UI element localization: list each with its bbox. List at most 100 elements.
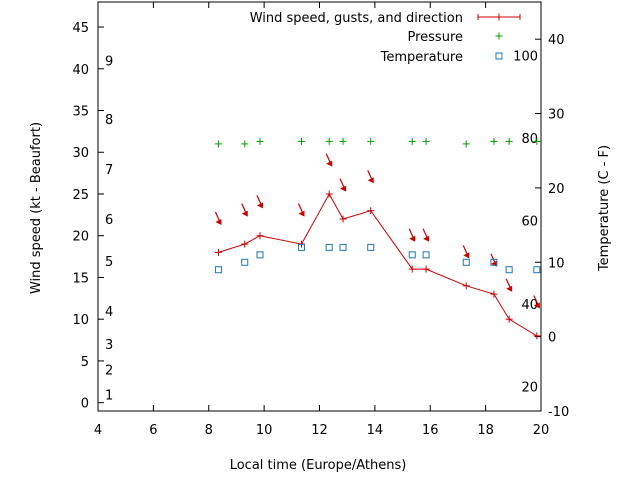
wind-direction-arrow xyxy=(256,195,263,209)
fahrenheit-labels: 20 40 60 80 100 xyxy=(513,50,538,396)
temperature-point xyxy=(325,243,333,251)
arrow-head xyxy=(326,160,333,167)
series-1 xyxy=(214,137,541,148)
y-tick-label: 15 xyxy=(72,271,89,286)
wind-speed-point xyxy=(339,215,347,223)
temperature-point xyxy=(241,258,249,266)
y-axis-ticks: 0 5 10 15 20 25 30 35 40 45 xyxy=(72,21,104,412)
series-2 xyxy=(214,243,541,274)
series-0 xyxy=(214,153,541,340)
wind-speed-point xyxy=(462,282,470,290)
temperature-point xyxy=(422,251,430,259)
y-axis-label: Wind speed (kt - Beaufort) xyxy=(29,122,44,294)
beaufort-label: 5 xyxy=(105,255,113,270)
wind-speed-point xyxy=(256,232,264,240)
y2-tick-label: -10 xyxy=(548,405,569,420)
y-tick-label: 35 xyxy=(72,105,89,120)
arrow-head xyxy=(409,235,416,242)
beaufort-label: 6 xyxy=(105,213,113,228)
temperature-point xyxy=(505,266,513,274)
fahrenheit-label: 60 xyxy=(521,215,538,230)
fahrenheit-label: 20 xyxy=(521,380,538,395)
legend-marker xyxy=(495,52,503,60)
wind-direction-arrow xyxy=(422,228,430,242)
y-tick-label: 40 xyxy=(72,63,89,78)
wind-speed-line xyxy=(218,192,538,337)
arrow-head xyxy=(506,285,513,292)
pressure-point xyxy=(367,137,375,145)
beaufort-label: 3 xyxy=(105,338,113,353)
legend-label: Wind speed, gusts, and direction xyxy=(250,11,463,26)
legend-marker xyxy=(495,32,503,40)
temperature-point xyxy=(408,251,416,259)
arrow-head xyxy=(215,219,222,226)
y2-tick-label: 20 xyxy=(548,182,565,197)
arrow-head xyxy=(367,177,374,184)
pressure-point xyxy=(505,137,513,145)
beaufort-labels: 1 2 3 4 5 6 7 8 9 xyxy=(105,54,113,403)
beaufort-label: 4 xyxy=(105,305,113,320)
x-tick-label: 14 xyxy=(367,423,384,438)
wind-direction-arrow xyxy=(241,203,248,217)
beaufort-label: 8 xyxy=(105,113,113,128)
pressure-point xyxy=(298,137,306,145)
wind-speed-point xyxy=(422,265,430,273)
wind-speed-point xyxy=(490,290,498,298)
x-tick-label: 8 xyxy=(205,423,213,438)
y-tick-label: 0 xyxy=(81,397,89,412)
wind-speed-point xyxy=(533,332,541,340)
temperature-point xyxy=(490,258,498,266)
wind-direction-arrow xyxy=(214,211,222,226)
x-tick-label: 4 xyxy=(94,423,102,438)
temperature-point xyxy=(214,266,222,274)
wind-direction-arrow xyxy=(339,178,347,192)
wind-direction-arrow xyxy=(325,153,333,167)
y-tick-label: 25 xyxy=(72,188,89,203)
beaufort-label: 2 xyxy=(105,363,113,378)
series-layer xyxy=(214,137,541,340)
wind-speed-point xyxy=(214,248,222,256)
y-tick-label: 10 xyxy=(72,313,89,328)
wind-speed-point xyxy=(505,315,513,323)
arrow-head xyxy=(533,302,540,309)
legend-label: Pressure xyxy=(407,30,463,45)
temperature-point xyxy=(256,251,264,259)
fahrenheit-label: 100 xyxy=(513,50,538,65)
x-tick-label: 6 xyxy=(149,423,157,438)
wind-speed-point xyxy=(241,240,249,248)
x-axis-ticks: 4 6 8 10 12 14 16 18 20 xyxy=(94,2,549,438)
y2-tick-label: 10 xyxy=(548,256,565,271)
arrow-head xyxy=(423,235,430,242)
temperature-point xyxy=(462,258,470,266)
pressure-point xyxy=(256,137,264,145)
x-tick-label: 16 xyxy=(422,423,439,438)
temperature-point xyxy=(367,243,375,251)
legend-label: Temperature xyxy=(380,50,463,65)
arrow-head xyxy=(463,252,470,259)
plot-frame xyxy=(97,1,542,412)
x-tick-label: 20 xyxy=(533,423,550,438)
x-tick-label: 10 xyxy=(256,423,273,438)
wind-direction-arrow xyxy=(408,228,416,242)
y2-tick-label: 30 xyxy=(548,108,565,123)
x-tick-label: 18 xyxy=(477,423,494,438)
legend: Wind speed, gusts, and direction Pressure… xyxy=(250,11,521,65)
temperature-point xyxy=(533,266,541,274)
pressure-point xyxy=(490,137,498,145)
fahrenheit-label: 40 xyxy=(521,298,538,313)
y-tick-label: 5 xyxy=(81,355,89,370)
temperature-point xyxy=(298,243,306,251)
y2-tick-label: 0 xyxy=(548,331,556,346)
y2-tick-label: 40 xyxy=(548,33,565,48)
y2-axis-label: Temperature (C - F) xyxy=(597,145,612,272)
wind-speed-point xyxy=(325,190,333,198)
beaufort-label: 1 xyxy=(105,388,113,403)
pressure-point xyxy=(533,137,541,145)
wind-direction-arrow xyxy=(297,203,305,217)
wind-direction-arrow xyxy=(462,245,470,259)
pressure-point xyxy=(214,140,222,148)
pressure-point xyxy=(408,137,416,145)
y2-axis-ticks: -10 0 10 20 30 40 xyxy=(535,33,569,420)
y-tick-label: 45 xyxy=(72,21,89,36)
